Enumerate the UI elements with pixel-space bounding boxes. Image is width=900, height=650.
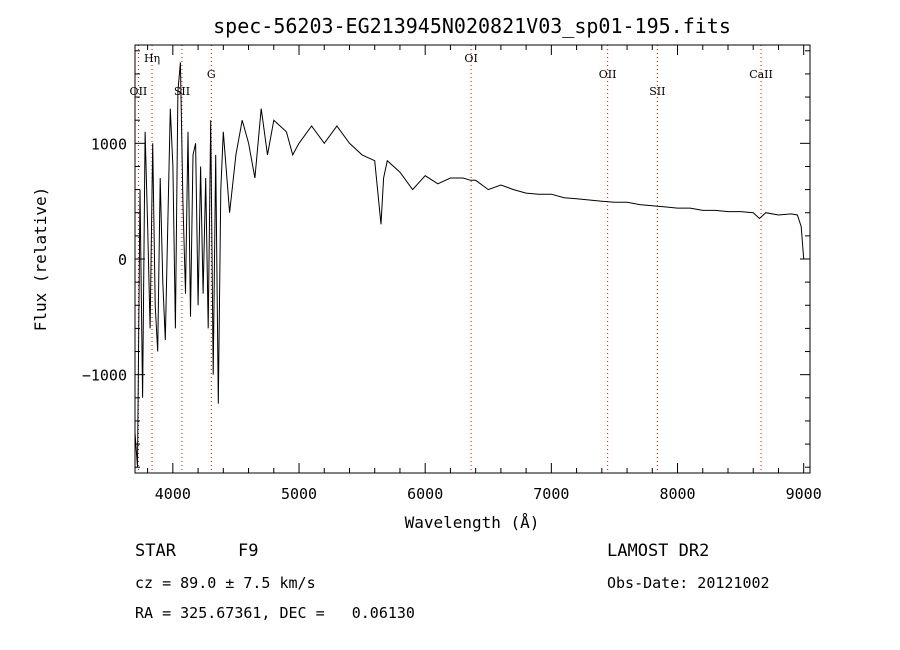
x-tick-label: 9000: [786, 485, 822, 503]
x-tick-label: 7000: [533, 485, 569, 503]
line-marker-label: Hη: [144, 52, 160, 65]
survey-label: LAMOST DR2: [607, 541, 710, 561]
object-subclass: F9: [238, 541, 259, 561]
x-tick-label: 8000: [659, 485, 695, 503]
spectrum-line: [134, 62, 805, 468]
redshift-text: cz = 89.0 ± 7.5 km/s: [135, 574, 316, 592]
y-axis-ticks: −1000 0 1000: [82, 50, 810, 468]
coordinates-text: RA = 325.67361, DEC = 0.06130: [135, 604, 415, 622]
y-axis-label: Flux (relative): [31, 187, 50, 332]
observation-date: Obs-Date: 20121002: [607, 574, 770, 592]
emission-line-labels: OII Hη SII G OI OII SII CaII: [130, 52, 773, 98]
x-axis-ticks: 4000 5000 6000 7000 8000 9000: [147, 45, 822, 503]
x-tick-label: 5000: [281, 485, 317, 503]
line-marker-label: OII: [130, 85, 148, 98]
line-marker-label: CaII: [749, 68, 773, 81]
plot-frame: [134, 44, 811, 474]
line-marker-label: G: [207, 68, 216, 81]
line-marker-label: SII: [649, 85, 665, 98]
y-tick-label: 1000: [91, 135, 127, 153]
object-class: STAR: [135, 541, 176, 561]
emission-line-markers: [137, 45, 762, 473]
line-marker-label: OI: [464, 52, 477, 65]
line-marker-label: OII: [599, 68, 617, 81]
y-tick-label: −1000: [82, 367, 127, 385]
x-tick-label: 6000: [407, 485, 443, 503]
line-marker-label: SII: [174, 85, 190, 98]
y-tick-label: 0: [118, 251, 127, 269]
x-axis-label: Wavelength (Å): [405, 513, 540, 532]
chart-title: spec-56203-EG213945N020821V03_sp01-195.f…: [213, 14, 731, 38]
x-tick-label: 4000: [155, 485, 191, 503]
